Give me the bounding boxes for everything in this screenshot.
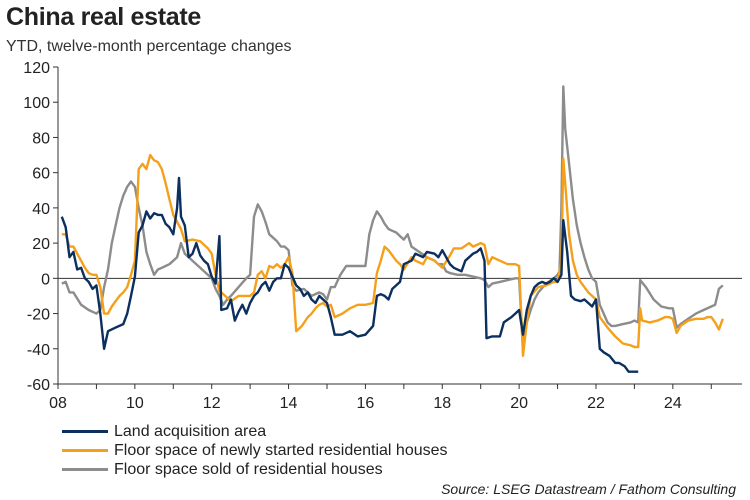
x-tick-label: 22 [587, 395, 605, 412]
legend-item-land-acquisition: Land acquisition area [62, 422, 448, 441]
chart-subtitle: YTD, twelve-month percentage changes [6, 38, 292, 55]
y-tick-label: -20 [27, 307, 50, 324]
chart-title: China real estate [6, 3, 201, 31]
y-tick-label: -60 [27, 377, 50, 394]
series-newly-started-floor-space [61, 153, 724, 357]
x-tick-label: 24 [664, 395, 682, 412]
x-tick-label: 12 [203, 395, 221, 412]
x-tick-label: 14 [280, 395, 298, 412]
y-tick-label: 120 [23, 60, 50, 77]
legend: Land acquisition area Floor space of new… [62, 422, 448, 479]
y-tick-label: 20 [32, 236, 50, 253]
x-tick-label: 10 [126, 395, 144, 412]
y-tick-label: 60 [32, 166, 50, 183]
x-tick-label: 18 [433, 395, 451, 412]
y-tick-label: -40 [27, 342, 50, 359]
y-tick-label: 0 [41, 271, 50, 288]
y-tick-label: 100 [23, 95, 50, 112]
series-land-acquisition-area [60, 176, 639, 373]
x-tick-label: 20 [510, 395, 528, 412]
legend-label-floor-space-sold: Floor space sold of residential houses [114, 460, 383, 478]
y-tick-label: 80 [32, 130, 50, 147]
legend-swatch-floor-space-sold [62, 468, 108, 471]
legend-label-newly-started: Floor space of newly started residential… [114, 441, 448, 459]
x-tick-label: 16 [357, 395, 375, 412]
plot-lines [60, 85, 724, 373]
series-floor-space-sold [61, 85, 724, 350]
legend-swatch-newly-started [62, 449, 108, 452]
y-tick-label: 40 [32, 201, 50, 218]
legend-item-floor-space-sold: Floor space sold of residential houses [62, 460, 448, 479]
legend-label-land-acquisition: Land acquisition area [114, 422, 267, 440]
axes: -60 -40 -20 0 20 40 60 80 100 120 08 10 12 14 16 18 20 22… [23, 60, 742, 412]
legend-item-newly-started: Floor space of newly started residential… [62, 441, 448, 460]
x-tick-label: 08 [49, 395, 67, 412]
source-note: Source: LSEG Datastream / Fathom Consult… [441, 481, 736, 497]
legend-swatch-land-acquisition [62, 430, 108, 433]
